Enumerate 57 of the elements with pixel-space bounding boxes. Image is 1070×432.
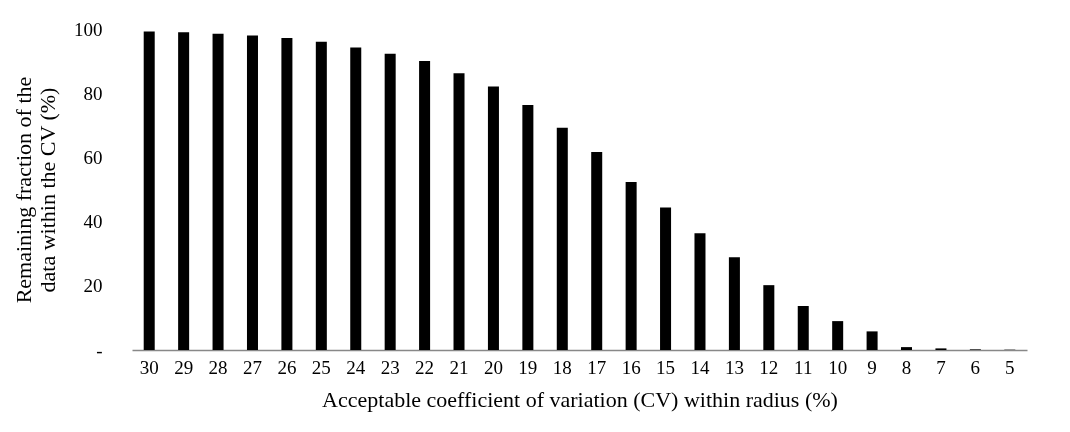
- x-tick-label: 9: [867, 356, 877, 378]
- y-tick-label: 100: [74, 18, 103, 40]
- x-tick-label: 21: [449, 356, 469, 378]
- bar: [694, 233, 706, 350]
- bar: [660, 207, 672, 350]
- x-tick-label: 12: [759, 356, 779, 378]
- x-tick-label: 16: [621, 356, 641, 378]
- y-tick-label: 60: [83, 146, 103, 168]
- bar: [384, 53, 396, 350]
- x-tick-label: 8: [901, 356, 912, 378]
- x-tick-label: 10: [828, 356, 848, 378]
- x-tick-label: 11: [794, 356, 813, 378]
- x-tick-label: 30: [139, 356, 159, 378]
- bar: [763, 285, 775, 350]
- bar: [143, 31, 155, 350]
- x-tick-label: 29: [174, 356, 194, 378]
- x-tick-label: 7: [936, 356, 946, 378]
- x-tick-label: 17: [587, 356, 607, 378]
- bar: [419, 61, 431, 350]
- x-tick-label: 26: [277, 356, 297, 378]
- bar: [556, 127, 568, 350]
- x-tick-label: 20: [483, 356, 503, 378]
- x-tick-label: 14: [690, 356, 710, 378]
- x-tick-label: 27: [242, 356, 262, 378]
- x-tick-label: 13: [724, 356, 744, 378]
- y-tick-label: -: [96, 339, 103, 361]
- bar: [487, 86, 499, 350]
- y-axis-title: Remaining fraction of the data within the CV (%): [11, 76, 60, 304]
- x-tick-label: 23: [380, 356, 400, 378]
- x-tick-label: 19: [518, 356, 538, 378]
- bar: [453, 73, 465, 350]
- x-tick-label: 18: [552, 356, 572, 378]
- x-tick-label: 5: [1005, 356, 1015, 378]
- bar: [625, 182, 637, 350]
- x-axis-title: Acceptable coefficient of variation (CV) within radius (%): [322, 386, 838, 412]
- bar: [281, 37, 293, 350]
- bar: [246, 35, 258, 350]
- y-tick-label: 80: [83, 82, 103, 104]
- bar: [901, 347, 913, 350]
- bar: [212, 33, 224, 350]
- x-tick-label: 24: [346, 356, 366, 378]
- bar: [315, 41, 327, 350]
- x-tick-label: 28: [208, 356, 228, 378]
- y-tick-label: 40: [83, 211, 103, 233]
- x-tick-label: 22: [415, 356, 435, 378]
- bar: [178, 32, 190, 350]
- bar: [866, 331, 878, 350]
- bar: [522, 105, 534, 350]
- bar: [797, 306, 809, 350]
- x-tick-label: 15: [656, 356, 676, 378]
- x-tick-label: 25: [311, 356, 331, 378]
- x-tick-label: 6: [970, 356, 981, 378]
- y-tick-label: 20: [83, 275, 103, 297]
- bar: [591, 151, 603, 350]
- bar: [350, 47, 362, 350]
- bar: [832, 321, 844, 350]
- bar: [728, 257, 740, 350]
